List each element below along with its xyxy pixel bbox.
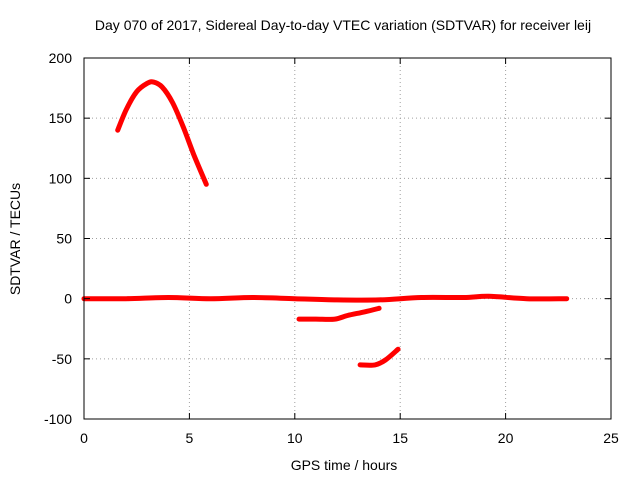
series-baseline <box>81 293 570 303</box>
series-arc-low <box>357 346 401 368</box>
x-tick-label: 0 <box>80 430 88 446</box>
chart-title: Day 070 of 2017, Sidereal Day-to-day VTE… <box>95 17 591 33</box>
y-tick-label: 150 <box>49 110 73 126</box>
y-tick-label: -100 <box>44 411 72 427</box>
x-tick-label: 10 <box>287 430 303 446</box>
x-axis-label: GPS time / hours <box>291 457 398 473</box>
x-tick-label: 25 <box>603 430 619 446</box>
ticks: 0 5 10 15 20 25 -100 -50 0 50 100 150 200 <box>44 50 619 446</box>
series-layer <box>81 79 570 368</box>
series-arc-mid <box>296 305 382 322</box>
y-axis-label: SDTVAR / TECUs <box>7 183 23 295</box>
x-tick-label: 15 <box>392 430 408 446</box>
y-tick-label: 200 <box>49 50 73 66</box>
plot-frame <box>83 57 612 420</box>
y-tick-label: 0 <box>64 291 72 307</box>
grid <box>84 58 611 419</box>
y-tick-label: 50 <box>56 231 72 247</box>
x-tick-label: 20 <box>498 430 514 446</box>
x-tick-label: 5 <box>186 430 194 446</box>
y-tick-label: -50 <box>52 351 72 367</box>
series-arc-high <box>115 79 209 187</box>
y-tick-label: 100 <box>49 170 73 186</box>
